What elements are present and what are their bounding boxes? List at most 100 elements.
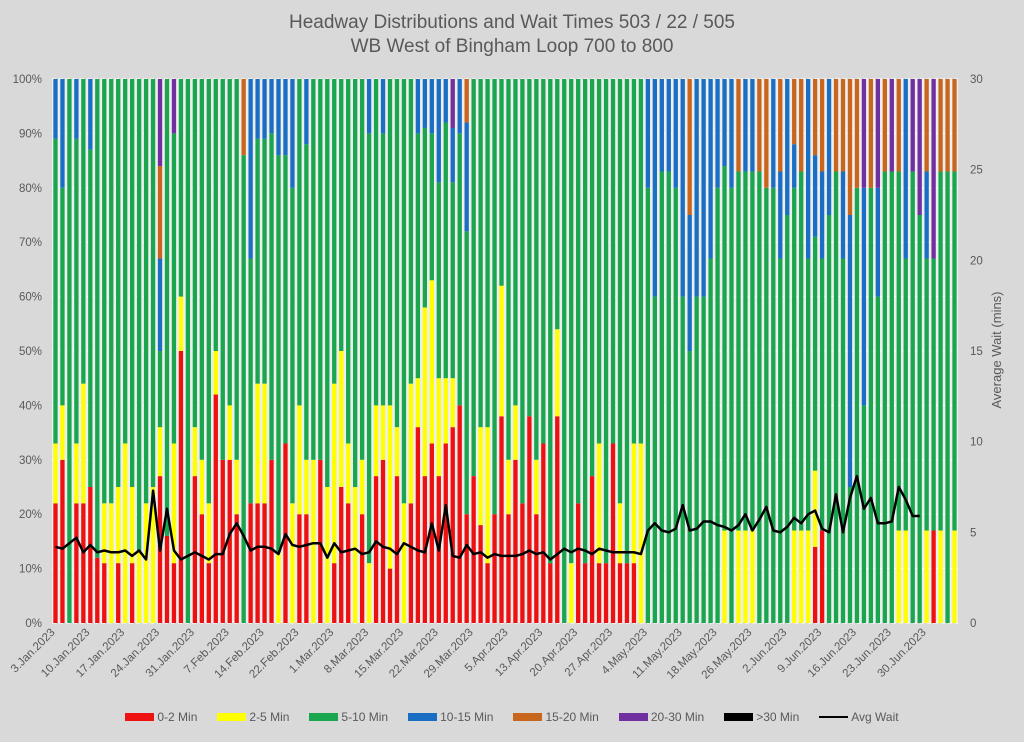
bar-segment-5-10-min bbox=[778, 258, 783, 623]
bars-layer bbox=[53, 79, 957, 624]
legend-swatch bbox=[618, 713, 648, 721]
bar-segment-2-5-min bbox=[157, 427, 163, 477]
bar-segment-0-2-min bbox=[346, 503, 351, 623]
bar-segment-5-10-min bbox=[136, 79, 142, 553]
bar-segment-5-10-min bbox=[283, 155, 288, 444]
bar-segment-10-15-min bbox=[694, 79, 699, 297]
bar-segment-10-15-min bbox=[840, 171, 846, 259]
bar-segment-2-5-min bbox=[896, 530, 901, 623]
bar-segment-5-10-min bbox=[269, 133, 274, 460]
y2-tick-label: 0 bbox=[970, 618, 976, 630]
bar-segment-20-30-min bbox=[910, 79, 915, 172]
bar-segment-2-5-min bbox=[569, 563, 574, 623]
bar-segment-2-5-min bbox=[450, 378, 455, 428]
bar-segment-10-15-min bbox=[457, 79, 462, 134]
bar-segment-2-5-min bbox=[799, 530, 804, 623]
bar-segment-5-10-min bbox=[847, 487, 853, 623]
bar-segment-5-10-min bbox=[318, 79, 323, 460]
bar-segment-5-10-min bbox=[457, 133, 462, 406]
bar-segment-10-15-min bbox=[722, 79, 727, 167]
legend-swatch bbox=[125, 713, 155, 721]
legend-swatch bbox=[724, 713, 754, 721]
bar-segment-2-5-min bbox=[380, 405, 386, 460]
bar-segment-5-10-min bbox=[520, 79, 525, 504]
bar-segment-10-15-min bbox=[826, 79, 832, 215]
bar-segment-5-10-min bbox=[610, 79, 616, 444]
bar-segment-2-5-min bbox=[304, 459, 309, 515]
bar-segment-0-2-min bbox=[199, 514, 204, 623]
bar-segment-15-20-min bbox=[778, 79, 783, 172]
bar-segment-10-15-min bbox=[262, 79, 267, 139]
bar-segment-2-5-min bbox=[262, 383, 267, 504]
bar-segment-5-10-min bbox=[589, 79, 595, 477]
bar-segment-5-10-min bbox=[757, 171, 762, 624]
bar-segment-2-5-min bbox=[116, 487, 121, 564]
bar-segment-0-2-min bbox=[527, 416, 532, 623]
bar-segment-0-2-min bbox=[373, 476, 379, 623]
bar-segment-5-10-min bbox=[861, 405, 867, 623]
bar-segment-10-15-min bbox=[157, 258, 163, 351]
bar-segment-0-2-min bbox=[819, 530, 825, 623]
bar-segment-5-10-min bbox=[262, 138, 267, 384]
bar-segment-2-5-min bbox=[394, 427, 400, 477]
bar-segment-15-20-min bbox=[840, 79, 846, 172]
bar-segment-10-15-min bbox=[729, 79, 734, 188]
bar-segment-0-2-min bbox=[457, 405, 462, 623]
legend-line-swatch bbox=[819, 716, 849, 718]
bar-segment-10-15-min bbox=[450, 127, 455, 183]
y2-axis-title: Average Wait (mins) bbox=[989, 291, 1004, 408]
bar-segment-15-20-min bbox=[924, 79, 929, 172]
bar-segment-0-2-min bbox=[485, 563, 490, 623]
bar-segment-10-15-min bbox=[304, 79, 309, 145]
bar-segment-5-10-min bbox=[819, 258, 825, 531]
bar-segment-0-2-min bbox=[387, 568, 393, 623]
bar-segment-2-5-min bbox=[339, 351, 344, 487]
bar-segment-20-30-min bbox=[861, 79, 867, 188]
bar-segment-2-5-min bbox=[534, 459, 539, 515]
bar-segment-10-15-min bbox=[785, 79, 790, 215]
bar-segment-5-10-min bbox=[722, 166, 727, 531]
bar-segment-15-20-min bbox=[812, 79, 818, 156]
bar-segment-5-10-min bbox=[708, 258, 713, 623]
bar-segment-5-10-min bbox=[373, 79, 379, 406]
bar-segment-5-10-min bbox=[150, 79, 156, 487]
bar-segment-10-15-min bbox=[366, 79, 372, 134]
bar-segment-5-10-min bbox=[652, 296, 657, 623]
bar-segment-5-10-min bbox=[109, 79, 114, 504]
bar-segment-2-5-min bbox=[513, 405, 518, 460]
bar-segment-5-10-min bbox=[220, 79, 225, 460]
bar-segment-10-15-min bbox=[778, 171, 783, 259]
bar-segment-15-20-min bbox=[833, 79, 839, 172]
bar-segment-5-10-min bbox=[806, 258, 811, 531]
bar-segment-5-10-min bbox=[833, 171, 839, 624]
bar-segment-0-2-min bbox=[234, 514, 239, 623]
y-tick-label: 10% bbox=[19, 564, 42, 576]
bar-segment-5-10-min bbox=[346, 79, 351, 444]
bar-segment-10-15-min bbox=[715, 79, 720, 188]
bar-segment-15-20-min bbox=[241, 79, 246, 156]
bar-segment-5-10-min bbox=[339, 79, 344, 351]
bar-segment-5-10-min bbox=[743, 171, 748, 531]
bar-segment-10-15-min bbox=[276, 79, 281, 156]
bar-segment-2-5-min bbox=[297, 405, 302, 515]
bar-segment-0-2-min bbox=[60, 459, 65, 623]
chart-subtitle: WB West of Bingham Loop 700 to 800 bbox=[350, 36, 674, 57]
bar-segment-2-5-min bbox=[276, 552, 281, 623]
bar-segment-2-5-min bbox=[346, 443, 351, 504]
bar-segment-0-2-min bbox=[269, 459, 274, 623]
bar-segment-5-10-min bbox=[81, 79, 86, 384]
legend-label: 20-30 Min bbox=[650, 710, 705, 724]
legend-swatch bbox=[513, 713, 543, 721]
legend-item: 5-10 Min bbox=[309, 710, 388, 724]
bar-segment-5-10-min bbox=[394, 79, 400, 428]
bar-segment-20-30-min bbox=[931, 79, 936, 259]
bar-segment-10-15-min bbox=[53, 79, 58, 139]
bar-segment-5-10-min bbox=[492, 79, 497, 515]
bar-segment-0-2-min bbox=[53, 503, 58, 623]
bar-segment-5-10-min bbox=[325, 79, 330, 487]
bar-segment-5-10-min bbox=[353, 79, 358, 487]
bar-segment-20-30-min bbox=[450, 79, 455, 128]
bar-segment-10-15-min bbox=[290, 79, 295, 188]
legend-label: 0-2 Min bbox=[157, 710, 198, 724]
bar-segment-0-2-min bbox=[576, 503, 581, 623]
